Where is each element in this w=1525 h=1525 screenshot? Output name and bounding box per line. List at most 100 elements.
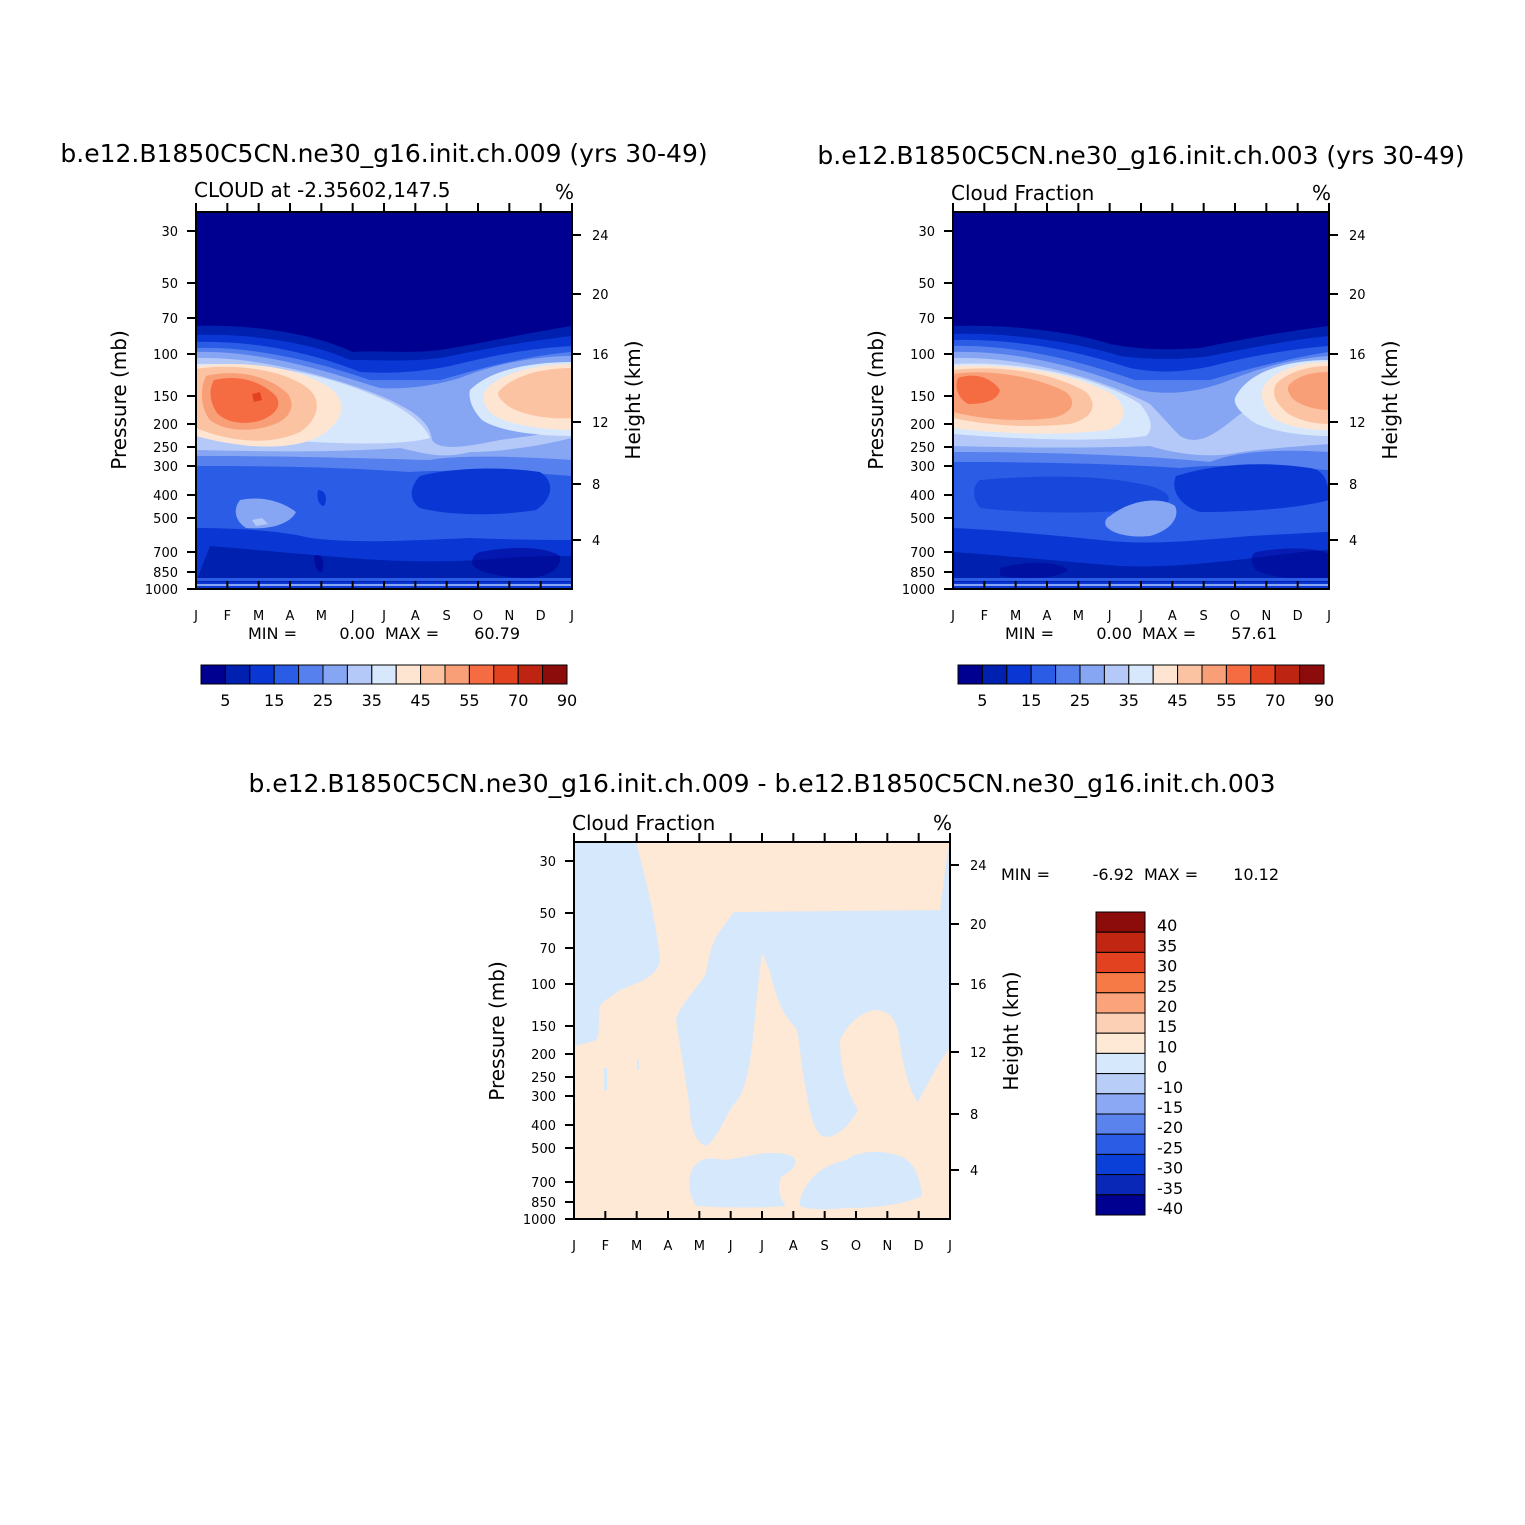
x-tick-label: F [602,1239,609,1254]
y2-tick-label: 8 [1349,478,1357,493]
colorbar-box [1095,972,1146,994]
colorbar-box [395,664,422,685]
y-tick-label: 500 [153,512,178,527]
colorbar-box [1128,664,1154,685]
panel-2-ylabel: Pressure (mb) [864,330,888,470]
panel-1-y2ticks: 24 20 16 12 8 4 [572,229,609,549]
y2-tick-label: 8 [970,1108,978,1123]
colorbar-label: -20 [1157,1118,1183,1137]
colorbar-label: 25 [1070,691,1090,710]
x-tick-label: J [193,609,198,624]
colorbar-label: 55 [459,691,479,710]
panel-1-y2label: Height (km) [621,340,645,459]
x-tick-label: A [286,609,295,624]
y2-tick-label: 4 [592,534,600,549]
colorbar-box [420,664,446,685]
y-tick-label: 200 [153,418,178,433]
colorbar-box [298,664,324,685]
colorbar-box [1095,951,1146,974]
y-tick-label: 1000 [902,583,935,598]
x-tick-label: M [253,609,264,624]
colorbar-box [1095,1174,1146,1196]
y2-tick-label: 16 [1349,348,1366,363]
colorbar-box [542,664,568,685]
colorbar-label: 45 [410,691,430,710]
y-tick-label: 70 [161,312,178,327]
y-tick-label: 700 [910,546,935,561]
y2-tick-label: 8 [592,478,600,493]
x-tick-label: J [381,609,386,624]
y-tick-label: 100 [153,348,178,363]
colorbar-label: 20 [1157,997,1177,1016]
panel-3-yticks: 30 50 70 100 150 200 250 300 400 500 700 850 1000 [523,855,574,1228]
colorbar-box [346,664,373,685]
colorbar-box [1006,664,1032,685]
colorbar-box [322,664,348,685]
y-tick-label: 300 [531,1090,556,1105]
colorbar-box [371,664,397,685]
x-tick-label: J [1138,609,1143,624]
colorbar-box [1095,1133,1146,1155]
y-tick-label: 700 [531,1176,556,1191]
colorbar-box [493,664,519,685]
colorbar-box [1055,664,1081,685]
x-tick-label: N [882,1239,892,1254]
x-tick-label: D [914,1239,924,1254]
colorbar-label: 10 [1157,1037,1177,1056]
colorbar-box [1095,911,1146,933]
colorbar-label: 70 [1265,691,1285,710]
x-tick-label: N [504,609,514,624]
panel-2: b.e12.B1850C5CN.ne30_g16.init.ch.003 (yr… [817,141,1464,710]
colorbar-label: 15 [1021,691,1041,710]
colorbar-label: -15 [1157,1098,1183,1117]
colorbar-box [1152,664,1179,685]
x-tick-label: A [1168,609,1177,624]
y2-tick-label: 4 [1349,534,1357,549]
panel-1-min-value: 0.00 [339,624,375,643]
colorbar-label: -40 [1157,1199,1183,1218]
x-tick-label: J [1107,609,1112,624]
colorbar-box [1095,1153,1146,1176]
panel-3-y2ticks: 24 20 16 12 8 4 [950,859,987,1179]
panel-3-field [574,842,950,1219]
y-tick-label: 100 [910,348,935,363]
panel-2-units: % [1312,181,1331,205]
colorbar-box [200,664,226,685]
y-tick-label: 70 [918,312,935,327]
y2-tick-label: 20 [970,918,987,933]
y-tick-label: 50 [918,277,935,292]
panel-2-field [953,212,1329,589]
y-tick-label: 300 [910,460,935,475]
panel-1-max-value: 60.79 [474,624,520,643]
panel-3-max-value: 10.12 [1233,865,1279,884]
y2-tick-label: 24 [1349,229,1366,244]
x-tick-label: M [694,1239,705,1254]
panel-1-colorbar: 5 15 25 35 45 55 70 90 [200,664,577,710]
y-tick-label: 50 [539,907,556,922]
colorbar-label: 90 [557,691,577,710]
x-tick-label: J [759,1239,764,1254]
y-tick-label: 30 [539,855,556,870]
y-tick-label: 400 [910,489,935,504]
colorbar-box [1095,1194,1146,1216]
x-tick-label: A [1043,609,1052,624]
colorbar-label: 35 [1157,936,1177,955]
colorbar-box [273,664,300,685]
colorbar-box [1177,664,1203,685]
x-tick-label: O [473,609,483,624]
y2-tick-label: 4 [970,1164,978,1179]
colorbar-label: 55 [1216,691,1236,710]
x-tick-label: J [950,609,955,624]
x-tick-label: O [851,1239,861,1254]
y-tick-label: 200 [910,418,935,433]
colorbar-box [1103,664,1130,685]
panel-1-left-string: CLOUD at -2.35602,147.5 [194,178,451,202]
x-tick-label: F [224,609,231,624]
x-tick-label: M [1073,609,1084,624]
x-tick-label: A [411,609,420,624]
y-tick-label: 850 [153,566,178,581]
colorbar-box [1095,992,1146,1014]
y-tick-label: 850 [910,566,935,581]
